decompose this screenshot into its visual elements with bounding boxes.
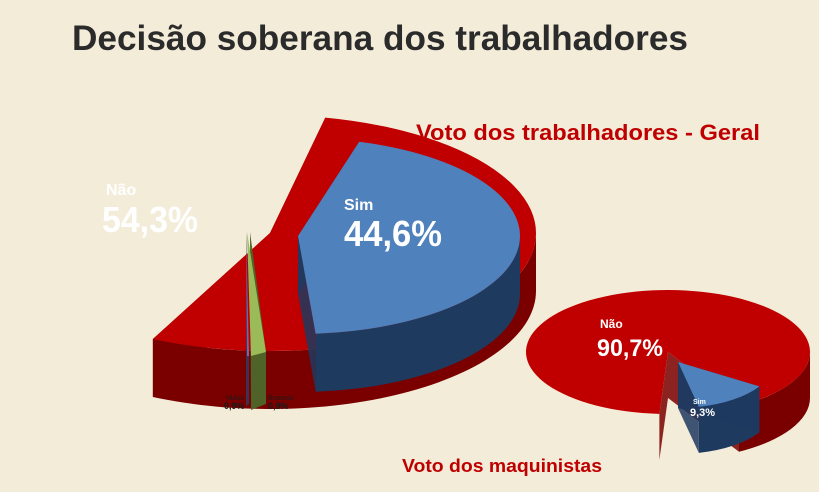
page-title: Decisão soberana dos trabalhadores (72, 19, 688, 58)
slice-maquinistas-sim (678, 362, 760, 453)
value-nao: 54,3% (102, 199, 198, 240)
value-maquinistas-sim: 9,3% (690, 407, 715, 419)
slice-sim (298, 141, 520, 392)
value-maquinistas-nao: 90,7% (597, 335, 663, 362)
chart-title-geral: Voto dos trabalhadores - Geral (416, 120, 760, 145)
pie-chart-geral (152, 117, 537, 410)
label-sim: Sim (344, 197, 373, 214)
value-nulos: 0,9% (224, 401, 245, 411)
label-brancos: Brancos (268, 395, 294, 402)
label-nulos: Nulos (226, 395, 244, 402)
pie-chart-maquinistas (525, 289, 810, 460)
chart-title-maquinistas: Voto dos maquinistas (402, 456, 602, 476)
label-maquinistas-sim: Sim (693, 399, 706, 406)
label-nao: Não (106, 182, 136, 199)
value-brancos: 0,9% (268, 401, 289, 411)
slice-brancos (247, 232, 266, 410)
slice-maquinistas-nao (525, 289, 810, 460)
label-maquinistas-nao: Não (600, 317, 623, 331)
value-sim: 44,6% (344, 213, 442, 254)
slice-nulos (246, 232, 249, 406)
